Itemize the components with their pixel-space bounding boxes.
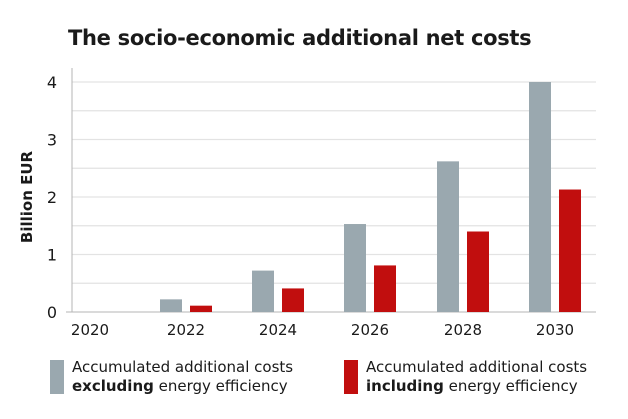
x-tick-label: 2030 bbox=[536, 321, 574, 339]
bar-including-2022 bbox=[190, 305, 212, 312]
chart-title: The socio-economic additional net costs bbox=[68, 26, 532, 50]
x-tick-label: 2022 bbox=[167, 321, 205, 339]
y-tick-label: 3 bbox=[47, 131, 57, 150]
y-tick-label: 1 bbox=[47, 246, 57, 265]
bar-excluding-2028 bbox=[437, 161, 459, 312]
legend-label-line1: Accumulated additional costs bbox=[72, 358, 294, 376]
x-tick-label: 2024 bbox=[259, 321, 297, 339]
gridlines bbox=[66, 68, 596, 313]
bar-including-2026 bbox=[374, 265, 396, 312]
bar-excluding-2030 bbox=[529, 82, 551, 312]
bar-excluding-2022 bbox=[160, 299, 182, 312]
legend-swatch-gray bbox=[50, 360, 64, 394]
tick-labels: 0 1 2 3 4 2020 2022 2024 2026 2028 2030 bbox=[47, 73, 574, 339]
y-axis-label: Billion EUR bbox=[18, 150, 36, 243]
y-tick-label: 4 bbox=[47, 73, 57, 92]
legend-label-line1: Accumulated additional costs bbox=[366, 358, 588, 376]
legend-label-rest: energy efficiency bbox=[443, 377, 578, 395]
bar-including-2024 bbox=[282, 288, 304, 312]
y-tick-label: 0 bbox=[47, 303, 57, 322]
bar-including-2030 bbox=[559, 189, 581, 312]
x-tick-label: 2028 bbox=[444, 321, 482, 339]
bar-including-2028 bbox=[467, 231, 489, 312]
bar-chart: 0 1 2 3 4 2020 2022 2024 2026 2028 2030 Billion EU… bbox=[18, 68, 596, 339]
legend-label-bold: including bbox=[366, 377, 444, 395]
legend-label-rest: energy efficiency bbox=[153, 377, 288, 395]
bar-excluding-2026 bbox=[344, 224, 366, 312]
y-tick-label: 2 bbox=[47, 188, 57, 207]
x-tick-label: 2020 bbox=[71, 321, 109, 339]
bars bbox=[160, 82, 581, 312]
x-tick-label: 2026 bbox=[351, 321, 389, 339]
legend-label-bold: excluding bbox=[72, 377, 154, 395]
legend-swatch-red bbox=[344, 360, 358, 394]
bar-excluding-2024 bbox=[252, 270, 274, 312]
